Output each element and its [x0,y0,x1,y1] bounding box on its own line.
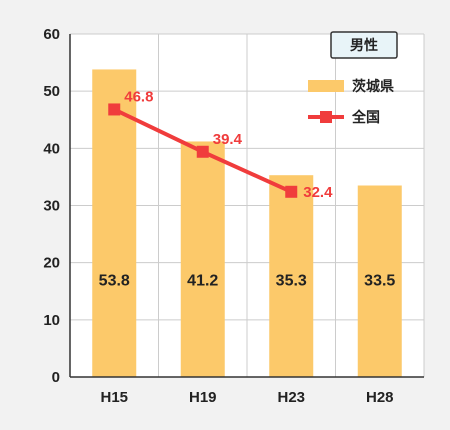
legend-marker-national [320,111,332,123]
bar-H28 [357,185,402,377]
axes [69,34,424,378]
y-tick-label-40: 40 [43,140,60,157]
legend-label-prefecture: 茨城県 [352,78,394,95]
line-series [108,103,298,198]
bar-label-H28: 33.5 [364,273,395,290]
y-tick-label-60: 60 [43,26,60,43]
x-tick-label-H15: H15 [100,389,128,406]
x-tick-labels: H15 H19 H23 H28 [100,389,393,406]
chart-title: 男性 [350,37,378,54]
y-tick-label-30: 30 [43,198,60,215]
line-point-H19 [196,145,209,158]
line-label-H23: 32.4 [303,184,333,201]
y-tick-label-20: 20 [43,255,60,272]
bar-label-H23: 35.3 [276,273,307,290]
legend-swatch-prefecture [308,80,344,92]
bar-H15 [92,69,137,378]
y-tick-label-50: 50 [43,83,60,100]
bar-series [92,69,402,378]
title-box [330,31,398,59]
line-label-H15: 46.8 [124,88,153,105]
x-tick-label-H19: H19 [189,389,217,406]
line-label-H19: 39.4 [213,131,243,148]
bar-H23 [269,175,314,377]
y-tick-label-10: 10 [43,312,60,329]
bar-H19 [180,141,225,377]
line-data-labels: 46.8 39.4 32.4 [124,88,333,200]
x-tick-label-H28: H28 [366,389,394,406]
chart-title-box: 男性 [330,31,398,59]
bar-label-H19: 41.2 [187,273,218,290]
x-tick-label-H23: H23 [277,389,305,406]
y-tick-label-0: 0 [52,369,60,386]
y-tick-labels: 0 10 20 30 40 50 60 [43,26,60,386]
bar-label-H15: 53.8 [99,273,130,290]
bar-data-labels: 53.8 41.2 35.3 33.5 [99,273,396,290]
legend-label-national: 全国 [351,109,380,126]
legend: 茨城県 全国 [308,78,394,126]
line-point-H23 [285,185,298,198]
line-point-H15 [108,103,121,116]
